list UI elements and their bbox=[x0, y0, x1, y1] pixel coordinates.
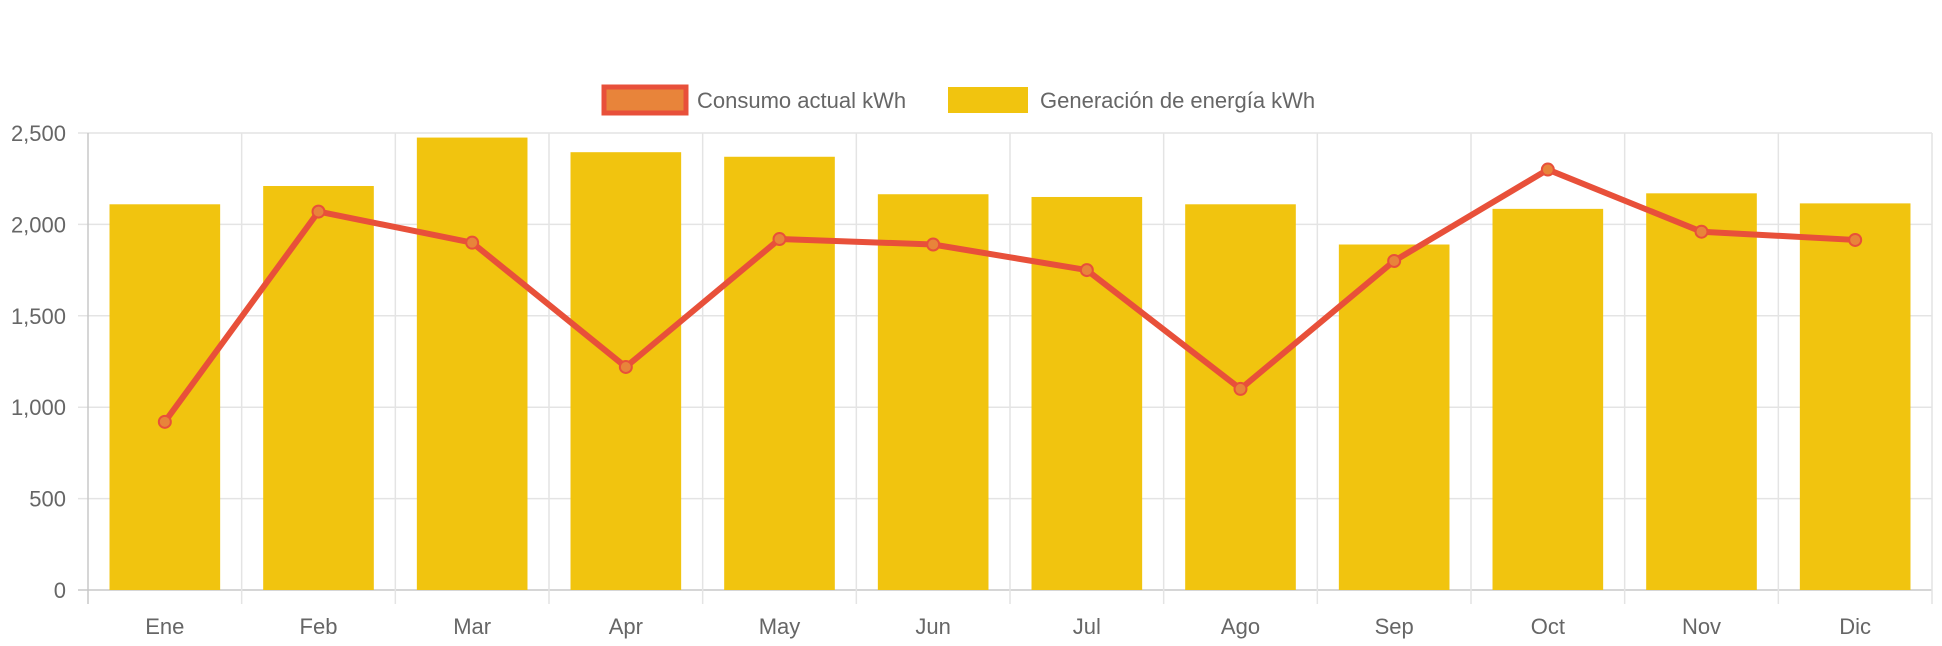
point-may[interactable] bbox=[772, 232, 787, 247]
bar-sep[interactable] bbox=[1338, 244, 1450, 590]
x-tick-label: Oct bbox=[1531, 614, 1565, 639]
point-dic[interactable] bbox=[1848, 232, 1863, 247]
x-tick-label: Ene bbox=[145, 614, 184, 639]
legend-item-generacion[interactable]: Generación de energía kWh bbox=[948, 87, 1315, 113]
legend: Consumo actual kWh Generación de energía… bbox=[601, 84, 1315, 116]
y-tick-label: 2,500 bbox=[11, 121, 66, 146]
legend-label-generacion: Generación de energía kWh bbox=[1040, 88, 1315, 113]
point-feb[interactable] bbox=[311, 204, 326, 219]
line-points bbox=[157, 162, 1863, 429]
y-tick-label: 1,000 bbox=[11, 395, 66, 420]
x-tick-label: Sep bbox=[1375, 614, 1414, 639]
x-tick-label: Apr bbox=[609, 614, 643, 639]
grid-lines bbox=[78, 132, 1933, 604]
y-axis-ticks: 0 500 1,000 1,500 2,000 2,500 bbox=[11, 121, 66, 603]
legend-label-consumo: Consumo actual kWh bbox=[697, 88, 906, 113]
bar-mar[interactable] bbox=[416, 137, 528, 590]
bar-jul[interactable] bbox=[1031, 196, 1143, 591]
line-series bbox=[161, 166, 1859, 425]
y-tick-label: 2,000 bbox=[11, 212, 66, 237]
point-ago[interactable] bbox=[1233, 381, 1248, 396]
x-tick-label: May bbox=[759, 614, 801, 639]
x-axis-ticks: Ene Feb Mar Apr May Jun Jul Ago Sep Oct Nov Dic bbox=[145, 614, 1871, 639]
legend-swatch-consumo bbox=[601, 84, 689, 116]
point-ene[interactable] bbox=[157, 414, 172, 429]
consumo-line bbox=[161, 166, 1859, 425]
point-nov[interactable] bbox=[1694, 224, 1709, 239]
point-mar[interactable] bbox=[465, 235, 480, 250]
bar-ene[interactable] bbox=[109, 204, 221, 591]
bar-jun[interactable] bbox=[877, 194, 989, 590]
x-tick-label: Mar bbox=[453, 614, 491, 639]
x-tick-label: Nov bbox=[1682, 614, 1721, 639]
bar-may[interactable] bbox=[724, 156, 835, 590]
bar-dic[interactable] bbox=[1799, 203, 1911, 591]
legend-swatch-generacion bbox=[948, 87, 1028, 113]
x-tick-label: Jun bbox=[915, 614, 950, 639]
bar-oct[interactable] bbox=[1492, 208, 1604, 590]
y-tick-label: 0 bbox=[54, 578, 66, 603]
x-tick-label: Dic bbox=[1839, 614, 1871, 639]
bar-nov[interactable] bbox=[1646, 193, 1757, 590]
x-tick-label: Feb bbox=[300, 614, 338, 639]
legend-item-consumo[interactable]: Consumo actual kWh bbox=[601, 84, 906, 116]
point-jun[interactable] bbox=[926, 237, 941, 252]
bar-series bbox=[109, 137, 1911, 591]
y-tick-label: 500 bbox=[29, 487, 66, 512]
point-oct[interactable] bbox=[1540, 162, 1555, 177]
bar-feb[interactable] bbox=[263, 186, 374, 590]
point-sep[interactable] bbox=[1387, 253, 1402, 268]
bar-ago[interactable] bbox=[1185, 204, 1296, 591]
y-tick-label: 1,500 bbox=[11, 304, 66, 329]
point-jul[interactable] bbox=[1079, 263, 1094, 278]
point-apr[interactable] bbox=[618, 359, 633, 374]
x-tick-label: Jul bbox=[1073, 614, 1101, 639]
x-tick-label: Ago bbox=[1221, 614, 1260, 639]
